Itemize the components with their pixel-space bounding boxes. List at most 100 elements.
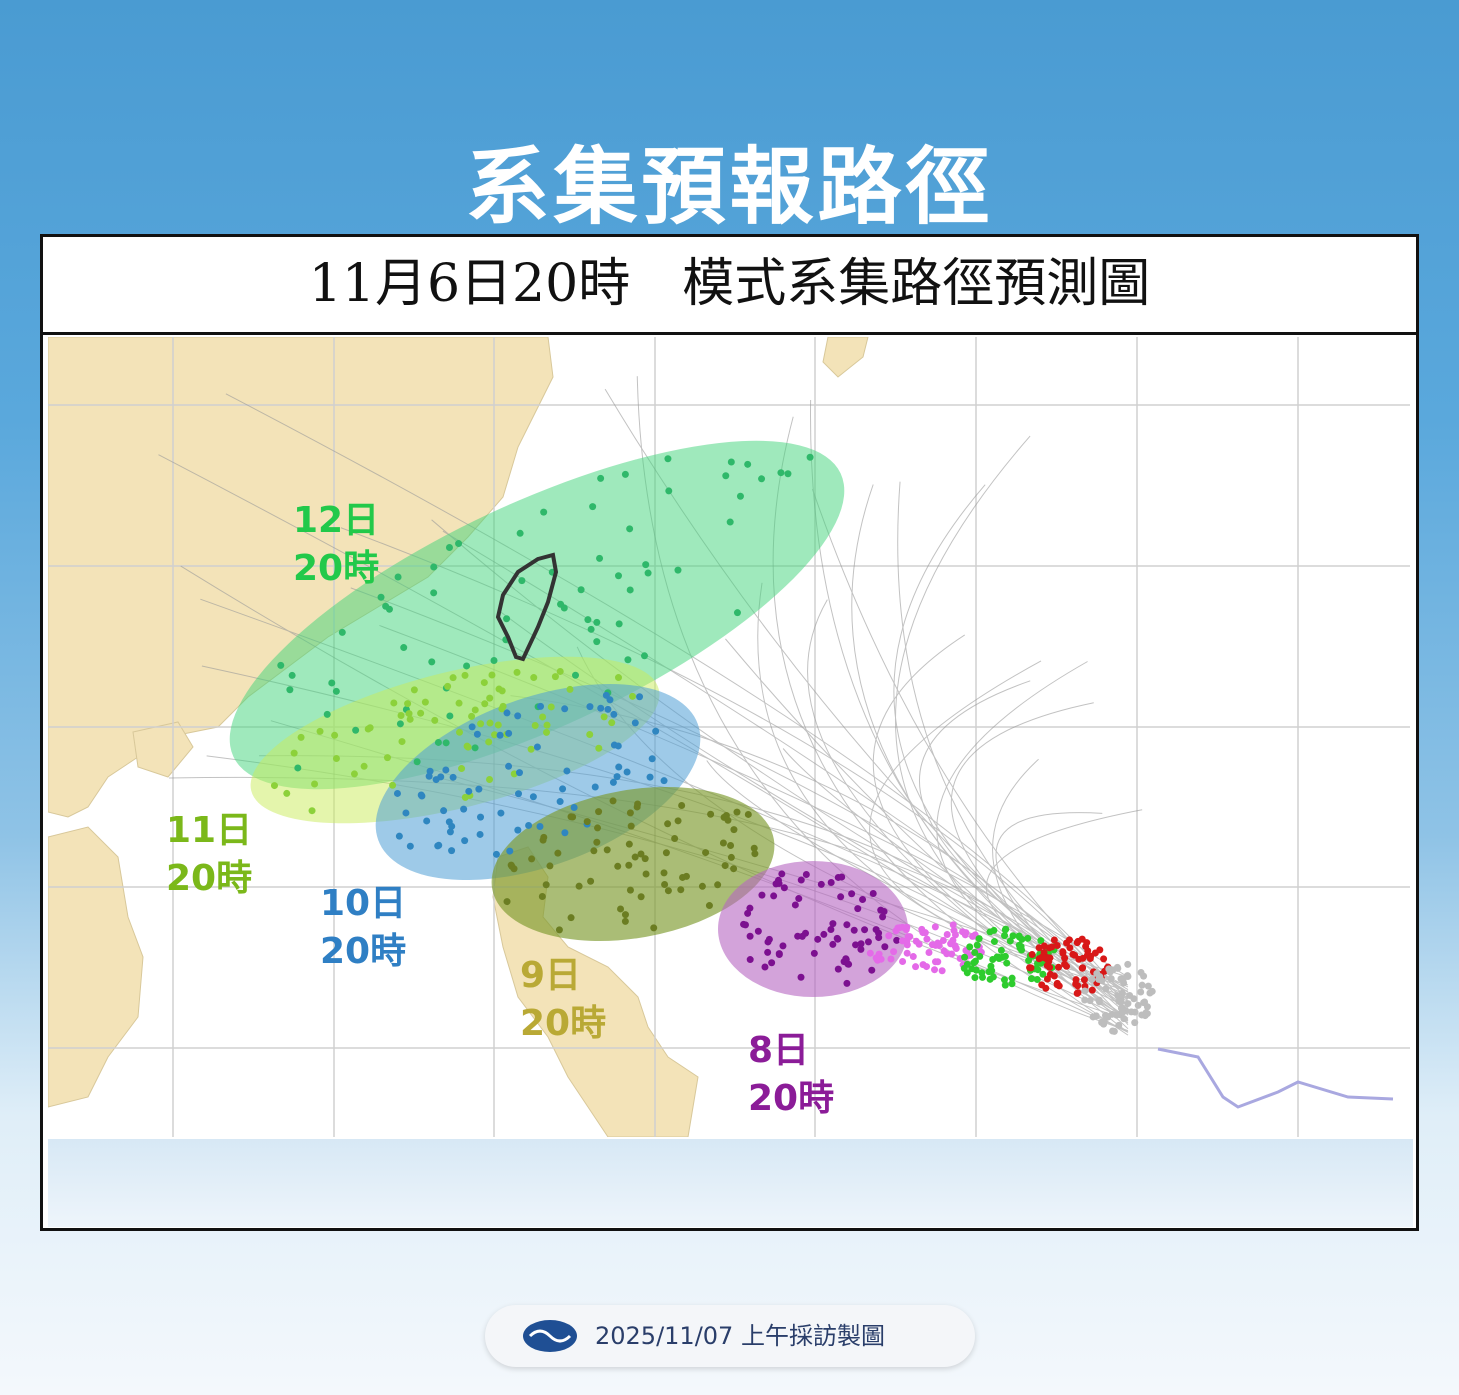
member-point [820,930,828,938]
member-point [859,895,867,903]
member-point [660,777,668,785]
member-point [338,628,346,636]
member-point [508,862,516,870]
member-point [432,776,440,784]
member-point [546,862,554,870]
member-point [770,892,778,900]
member-point [398,738,406,746]
member-point [959,928,967,936]
member-point [393,789,401,797]
member-point [405,710,413,718]
member-point [539,713,547,721]
member-point [642,561,650,569]
member-point [503,898,511,906]
member-point [642,870,650,878]
member-point [925,949,933,957]
member-point [456,728,464,736]
member-point [566,685,574,693]
member-point [733,808,741,816]
land-japan [822,337,869,378]
day-label: 20時 [320,931,406,972]
member-point [1144,982,1152,990]
day-label: 20時 [748,1078,834,1119]
member-point [872,926,880,934]
member-point [746,956,754,964]
member-point [435,841,443,849]
member-point [455,699,463,707]
member-point [442,766,450,774]
member-point [556,798,564,806]
ellipse-8 [718,861,908,997]
member-point [586,731,594,739]
member-point [857,945,865,953]
member-point [583,818,591,826]
member-point [652,727,660,735]
member-point [726,518,734,526]
member-point [879,913,887,921]
member-point [1131,1019,1139,1027]
member-point [631,719,639,727]
member-point [1081,987,1089,995]
member-point [1075,955,1083,963]
member-point [1055,982,1063,990]
member-point [1088,986,1096,994]
member-point [490,656,498,664]
member-point [1050,972,1058,980]
member-point [1106,968,1114,976]
member-point [468,712,476,720]
member-point [744,909,752,917]
member-point [727,841,735,849]
member-point [626,886,634,894]
member-point [641,855,649,863]
member-point [661,881,669,889]
member-point [1001,932,1009,940]
member-point [881,943,889,951]
member-point [430,589,438,597]
member-point [1126,991,1134,999]
member-point [1100,1018,1108,1026]
logo [523,1320,577,1352]
member-point [625,840,633,848]
member-point [591,783,599,791]
member-point [586,703,594,711]
member-point [350,770,358,778]
member-point [869,889,877,897]
observed-track [1157,1047,1394,1109]
member-point [331,731,339,739]
member-point [505,762,513,770]
track-line [918,680,1129,993]
member-point [465,787,473,795]
member-point [833,934,841,942]
member-point [625,861,633,869]
member-point [1008,980,1016,988]
member-point [597,474,605,482]
member-point [806,453,814,461]
member-point [829,920,837,928]
member-point [518,577,526,585]
member-point [537,702,545,710]
member-point [880,908,888,916]
member-point [556,667,564,675]
member-point [795,895,803,903]
member-point [874,956,882,964]
member-point [570,804,578,812]
member-point [844,960,852,968]
member-point [1074,989,1082,997]
member-point [440,807,448,815]
member-point [461,837,469,845]
member-point [744,460,752,468]
member-point [446,828,454,836]
member-point [971,974,979,982]
member-point [596,554,604,562]
member-point [595,744,603,752]
member-point [283,789,291,797]
track-line [893,484,1129,1000]
member-point [377,593,385,601]
member-point [406,842,414,850]
member-point [1137,988,1145,996]
member-point [404,700,412,708]
member-point [885,932,893,940]
member-point [1066,944,1074,952]
member-point [665,487,673,495]
